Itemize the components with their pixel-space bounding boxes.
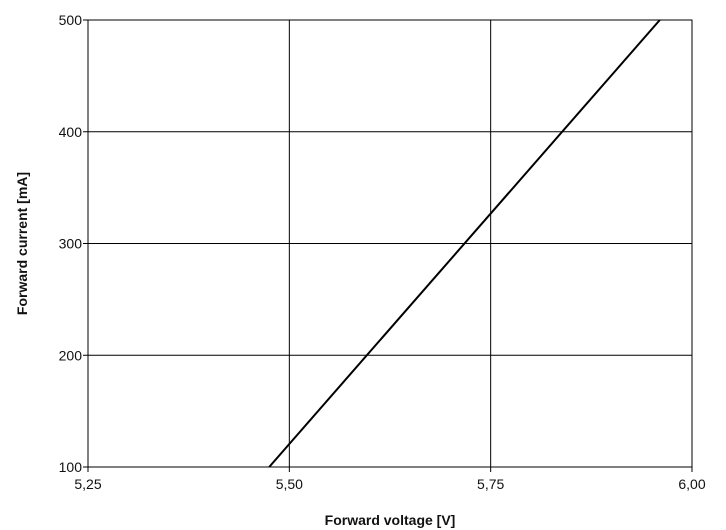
- x-tick-label: 6,00: [678, 476, 705, 492]
- x-tick-label: 5,50: [276, 476, 303, 492]
- y-tick-label: 500: [59, 12, 83, 28]
- series-line: [268, 19, 661, 468]
- y-tick-label: 200: [59, 347, 83, 363]
- series-layer: [268, 19, 661, 468]
- x-tick-label: 5,25: [74, 476, 101, 492]
- y-axis-ticks: 100 200 300 400 500: [59, 12, 88, 475]
- y-tick-label: 400: [59, 124, 83, 140]
- x-tick-label: 5,75: [477, 476, 504, 492]
- x-axis-title: Forward voltage [V]: [325, 512, 456, 528]
- y-axis-title: Forward current [mA]: [14, 172, 30, 315]
- y-tick-label: 100: [59, 459, 83, 475]
- y-tick-label: 300: [59, 236, 83, 252]
- x-axis-ticks: 5,25 5,50 5,75 6,00: [74, 467, 706, 492]
